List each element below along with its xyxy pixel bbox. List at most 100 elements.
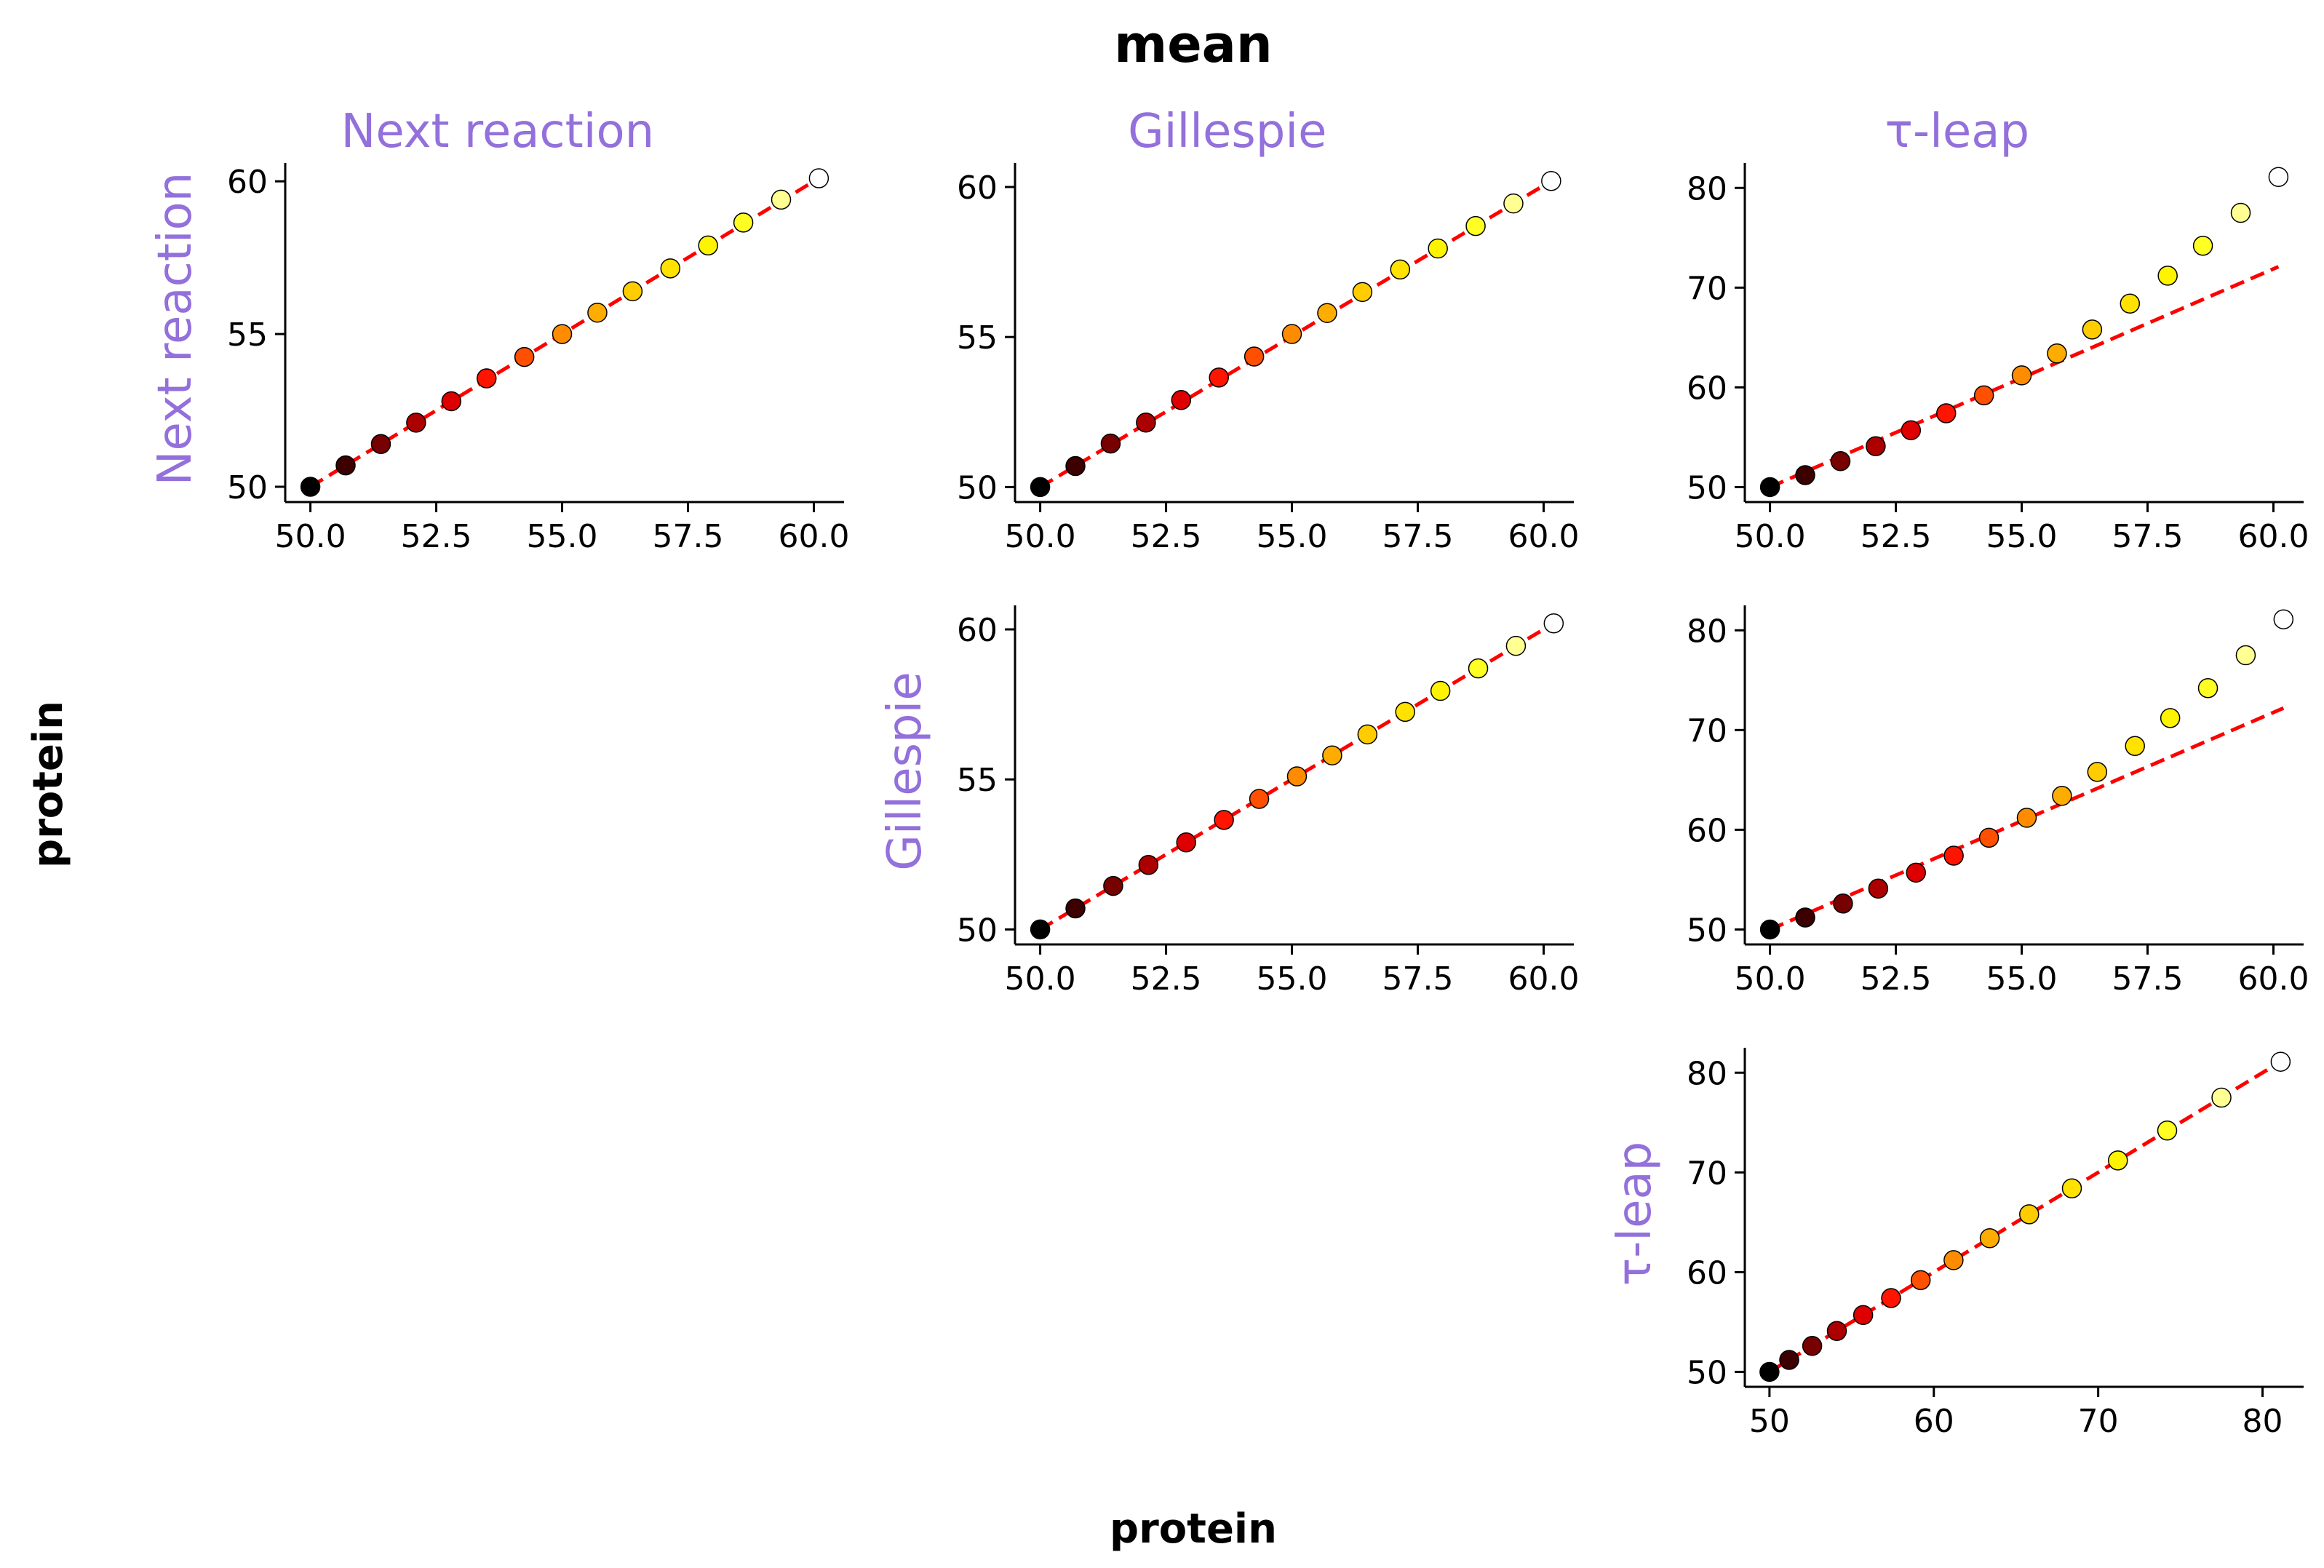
- data-point: [622, 281, 643, 302]
- data-point: [1759, 1361, 1780, 1382]
- column-title: Next reaction: [341, 105, 654, 159]
- data-point: [2052, 786, 2072, 806]
- y-tick-label: 50: [1687, 469, 1727, 506]
- y-tick-label: 70: [1687, 270, 1727, 307]
- data-point: [1138, 854, 1159, 875]
- data-point: [1868, 878, 1889, 899]
- data-point: [2157, 1121, 2178, 1141]
- data-point: [1209, 367, 1229, 388]
- x-tick-label: 70: [2078, 1403, 2119, 1440]
- x-tick-label: 80: [2243, 1403, 2283, 1440]
- data-point: [1281, 324, 1302, 344]
- data-point: [1249, 789, 1270, 809]
- x-tick-label: 52.5: [1131, 960, 1202, 998]
- data-point: [1541, 170, 1561, 191]
- x-tick-label: 50.0: [1005, 960, 1076, 998]
- y-tick-label: 60: [1687, 370, 1727, 407]
- row-title: Gillespie: [878, 672, 932, 870]
- x-tick-label: 57.5: [2112, 518, 2184, 555]
- data-point: [2273, 609, 2294, 629]
- y-tick-label: 60: [957, 612, 998, 649]
- x-tick-label: 60.0: [2238, 518, 2309, 555]
- data-point: [406, 413, 426, 433]
- data-point: [2061, 1178, 2082, 1199]
- row-title: τ-leap: [1608, 1142, 1662, 1286]
- data-point: [1428, 238, 1448, 259]
- data-point: [2125, 736, 2145, 757]
- data-point: [1973, 385, 1994, 406]
- data-point: [1030, 919, 1051, 940]
- y-tick-label: 60: [1687, 812, 1727, 849]
- x-tick-label: 55.0: [1257, 518, 1328, 555]
- data-point: [370, 434, 391, 454]
- data-point: [1390, 259, 1411, 280]
- panel-3: 50.0 52.5 55.0 57.5 60.0 50 60 70 80 τ-leap: [1687, 105, 2309, 555]
- data-point: [1357, 724, 1378, 745]
- data-point: [1906, 862, 1926, 883]
- data-point: [1430, 680, 1451, 701]
- data-point: [2268, 167, 2289, 187]
- data-point: [2082, 319, 2103, 340]
- x-tick-label: 60.0: [1508, 960, 1580, 998]
- data-point: [1759, 477, 1780, 498]
- data-point: [1065, 455, 1086, 477]
- data-point: [2235, 645, 2256, 666]
- data-point: [2270, 1051, 2291, 1072]
- data-point: [2047, 343, 2067, 364]
- data-point: [1943, 845, 1964, 866]
- x-tick-label: 50: [1749, 1403, 1790, 1440]
- x-tick-label: 57.5: [2112, 960, 2184, 998]
- data-point: [300, 477, 321, 497]
- data-point: [698, 235, 718, 256]
- y-tick-label: 80: [1687, 170, 1727, 207]
- y-tick-label: 50: [1687, 912, 1727, 949]
- data-point: [1543, 613, 1564, 634]
- data-point: [2120, 293, 2141, 314]
- data-point: [1465, 215, 1486, 236]
- data-point: [733, 212, 754, 233]
- data-point: [1317, 303, 1337, 323]
- y-tick-label: 50: [1687, 1354, 1727, 1391]
- data-point: [1795, 465, 1815, 485]
- data-point: [587, 302, 608, 323]
- x-tick-label: 60.0: [2238, 960, 2309, 998]
- x-tick-label: 60.0: [1508, 518, 1580, 555]
- data-point: [441, 391, 462, 412]
- data-point: [552, 324, 573, 344]
- x-tick-label: 52.5: [1861, 518, 1932, 555]
- data-point: [1853, 1305, 1874, 1326]
- x-tick-label: 55.0: [1986, 518, 2058, 555]
- reference-line: [1769, 265, 2280, 489]
- figure-xlabel: protein: [1110, 1505, 1277, 1553]
- data-point: [2160, 708, 2181, 728]
- panel-1: 50.0 52.5 55.0 57.5 60.0 50 55 60 Next reaction N…: [148, 105, 849, 555]
- data-point: [1030, 477, 1051, 498]
- column-title: Gillespie: [1128, 105, 1326, 159]
- x-tick-label: 50.0: [1735, 960, 1806, 998]
- data-point: [2192, 236, 2213, 256]
- data-point: [1830, 451, 1851, 471]
- data-point: [2087, 762, 2108, 782]
- x-tick-label: 52.5: [1861, 960, 1932, 998]
- data-point: [2157, 266, 2178, 286]
- y-tick-label: 50: [957, 469, 998, 506]
- data-point: [771, 189, 792, 210]
- data-point: [2016, 808, 2037, 828]
- data-point: [2197, 678, 2218, 699]
- data-point: [1065, 898, 1086, 919]
- data-point: [1214, 810, 1234, 830]
- data-point: [2011, 365, 2032, 386]
- data-point: [1936, 403, 1957, 423]
- y-tick-label: 60: [1687, 1254, 1727, 1292]
- data-point: [1833, 894, 1853, 914]
- data-point: [1943, 1250, 1964, 1270]
- y-tick-label: 50: [957, 912, 998, 949]
- x-tick-label: 55.0: [527, 518, 598, 555]
- data-point: [1136, 412, 1156, 433]
- y-tick-label: 80: [1687, 613, 1727, 650]
- x-tick-label: 60: [1914, 1403, 1954, 1440]
- x-tick-label: 50.0: [275, 518, 346, 555]
- data-point: [1802, 1336, 1823, 1356]
- data-point: [660, 258, 681, 279]
- y-tick-label: 60: [957, 170, 998, 207]
